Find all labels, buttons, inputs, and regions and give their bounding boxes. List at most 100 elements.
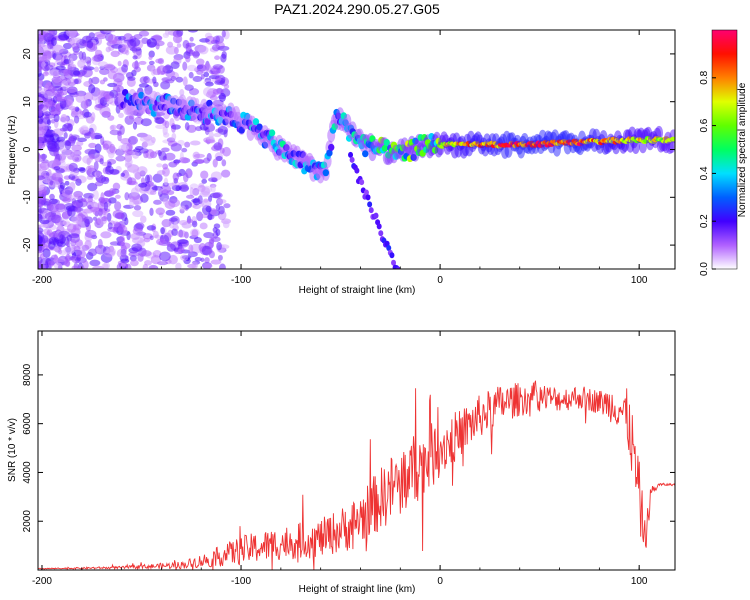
spectrogram-cell bbox=[175, 185, 181, 192]
spectrogram-cell bbox=[84, 131, 91, 139]
spectrogram-cell bbox=[130, 187, 139, 197]
spectrogram-cell bbox=[44, 64, 54, 71]
spectrogram-cell bbox=[62, 197, 71, 203]
spectrogram-cell bbox=[80, 197, 87, 203]
spectrogram-cell bbox=[200, 170, 209, 180]
spectrogram-cell bbox=[655, 125, 664, 140]
spectrogram-cell bbox=[129, 259, 139, 267]
spectrogram-cell bbox=[197, 195, 203, 205]
spectrogram-cell bbox=[74, 78, 79, 84]
spectrogram-cell bbox=[213, 132, 222, 138]
spectrogram-cell bbox=[92, 265, 105, 269]
spectrogram-cell bbox=[199, 213, 210, 219]
snr-y-axis: 2000 4000 6000 8000 bbox=[22, 363, 675, 532]
spectrogram-x-label: Height of straight line (km) bbox=[299, 285, 416, 296]
spectrogram-cell bbox=[132, 151, 140, 159]
spectrogram-cell bbox=[164, 152, 176, 161]
spectrogram-cell bbox=[60, 80, 69, 90]
spectrogram-cell bbox=[136, 166, 148, 176]
spectrogram-cell bbox=[158, 151, 167, 161]
snr-x-label: Height of straight line (km) bbox=[299, 584, 416, 595]
spectrogram-cell bbox=[125, 157, 133, 167]
x-tick-label: -200 bbox=[32, 576, 52, 587]
spectrogram-cell bbox=[162, 132, 170, 138]
spectrogram-cell bbox=[52, 85, 63, 92]
spectrogram-cell bbox=[155, 207, 165, 215]
spectrogram-cell bbox=[159, 251, 171, 262]
spectrogram-cell bbox=[76, 249, 87, 259]
y-tick-label: 10 bbox=[22, 96, 33, 108]
spectrogram-cell bbox=[212, 192, 223, 199]
spectrogram-cell bbox=[103, 201, 109, 212]
spectrogram-cell bbox=[143, 237, 151, 243]
colorbar-tick-label: 0.2 bbox=[699, 214, 710, 228]
spectrogram-cell bbox=[381, 144, 389, 152]
spectrogram-cell bbox=[148, 55, 153, 61]
spectrogram-cell bbox=[138, 60, 147, 65]
spectrogram-cell bbox=[101, 176, 110, 185]
snr-plot-area bbox=[38, 331, 675, 570]
spectrogram-cell bbox=[65, 253, 71, 263]
spectrogram-cell bbox=[152, 230, 159, 239]
spectrogram-cell bbox=[213, 223, 221, 229]
spectrogram-cell bbox=[103, 30, 116, 33]
spectrogram-cell bbox=[138, 182, 148, 188]
spectrogram-cell bbox=[182, 76, 188, 87]
spectrogram-cell bbox=[84, 148, 97, 155]
spectrogram-cell bbox=[76, 265, 85, 269]
spectrogram-cell bbox=[115, 194, 121, 199]
spectrogram-cell bbox=[149, 190, 157, 196]
spectrogram-cell bbox=[75, 215, 83, 225]
spectrogram-cell bbox=[73, 245, 81, 252]
spectrogram-cell bbox=[176, 230, 187, 238]
spectrogram-cell bbox=[391, 259, 397, 266]
spectrogram-cell bbox=[631, 140, 640, 155]
spectrogram-cell bbox=[135, 222, 145, 230]
spectrogram-cell bbox=[42, 71, 49, 77]
spectrogram-cell bbox=[88, 142, 97, 149]
spectrogram-cell bbox=[220, 53, 227, 63]
spectrogram-cell bbox=[121, 64, 129, 73]
spectrogram-cell bbox=[223, 203, 231, 209]
spectrogram-cell bbox=[116, 248, 127, 258]
spectrogram-cell bbox=[208, 250, 215, 259]
spectrogram-cell bbox=[256, 123, 263, 131]
spectrogram-cell bbox=[63, 68, 71, 77]
spectrogram-cell bbox=[51, 37, 57, 46]
spectrogram-cell bbox=[67, 64, 75, 71]
spectrogram-cell bbox=[103, 77, 108, 82]
spectrogram-cell bbox=[38, 118, 44, 125]
spectrogram-cell bbox=[38, 136, 46, 144]
spectrogram-cell bbox=[192, 50, 200, 59]
spectrogram-cell bbox=[53, 113, 60, 123]
spectrogram-cell bbox=[139, 76, 149, 84]
spectrogram-cell bbox=[65, 30, 77, 38]
spectrogram-cell bbox=[78, 126, 90, 134]
spectrogram-cell bbox=[349, 156, 355, 163]
spectrogram-cell bbox=[108, 197, 117, 204]
spectrogram-cell bbox=[67, 78, 76, 85]
spectrogram-cell bbox=[38, 78, 44, 88]
spectrogram-cell bbox=[87, 204, 92, 210]
spectrogram-cell bbox=[87, 165, 95, 172]
spectrogram-cell bbox=[94, 66, 99, 73]
spectrogram-cell bbox=[109, 143, 116, 154]
spectrogram-cell bbox=[101, 216, 108, 222]
spectrogram-cell bbox=[197, 45, 209, 55]
spectrogram-cell bbox=[115, 155, 126, 162]
spectrogram-cell bbox=[67, 208, 76, 217]
spectrogram-cell bbox=[129, 198, 135, 208]
spectrogram-cell bbox=[188, 244, 194, 253]
x-tick-label: 100 bbox=[631, 275, 648, 286]
spectrogram-cell bbox=[165, 209, 176, 216]
spectrogram-cell bbox=[104, 63, 115, 70]
spectrogram-cell bbox=[83, 92, 94, 102]
y-tick-label: 6000 bbox=[22, 412, 33, 435]
spectrogram-cell bbox=[69, 181, 76, 192]
spectrogram-cell bbox=[118, 144, 129, 151]
spectrogram-cell bbox=[389, 252, 395, 259]
spectrogram-cell bbox=[63, 58, 72, 65]
spectrogram-cell bbox=[212, 64, 223, 70]
spectrogram-cell bbox=[191, 220, 198, 228]
